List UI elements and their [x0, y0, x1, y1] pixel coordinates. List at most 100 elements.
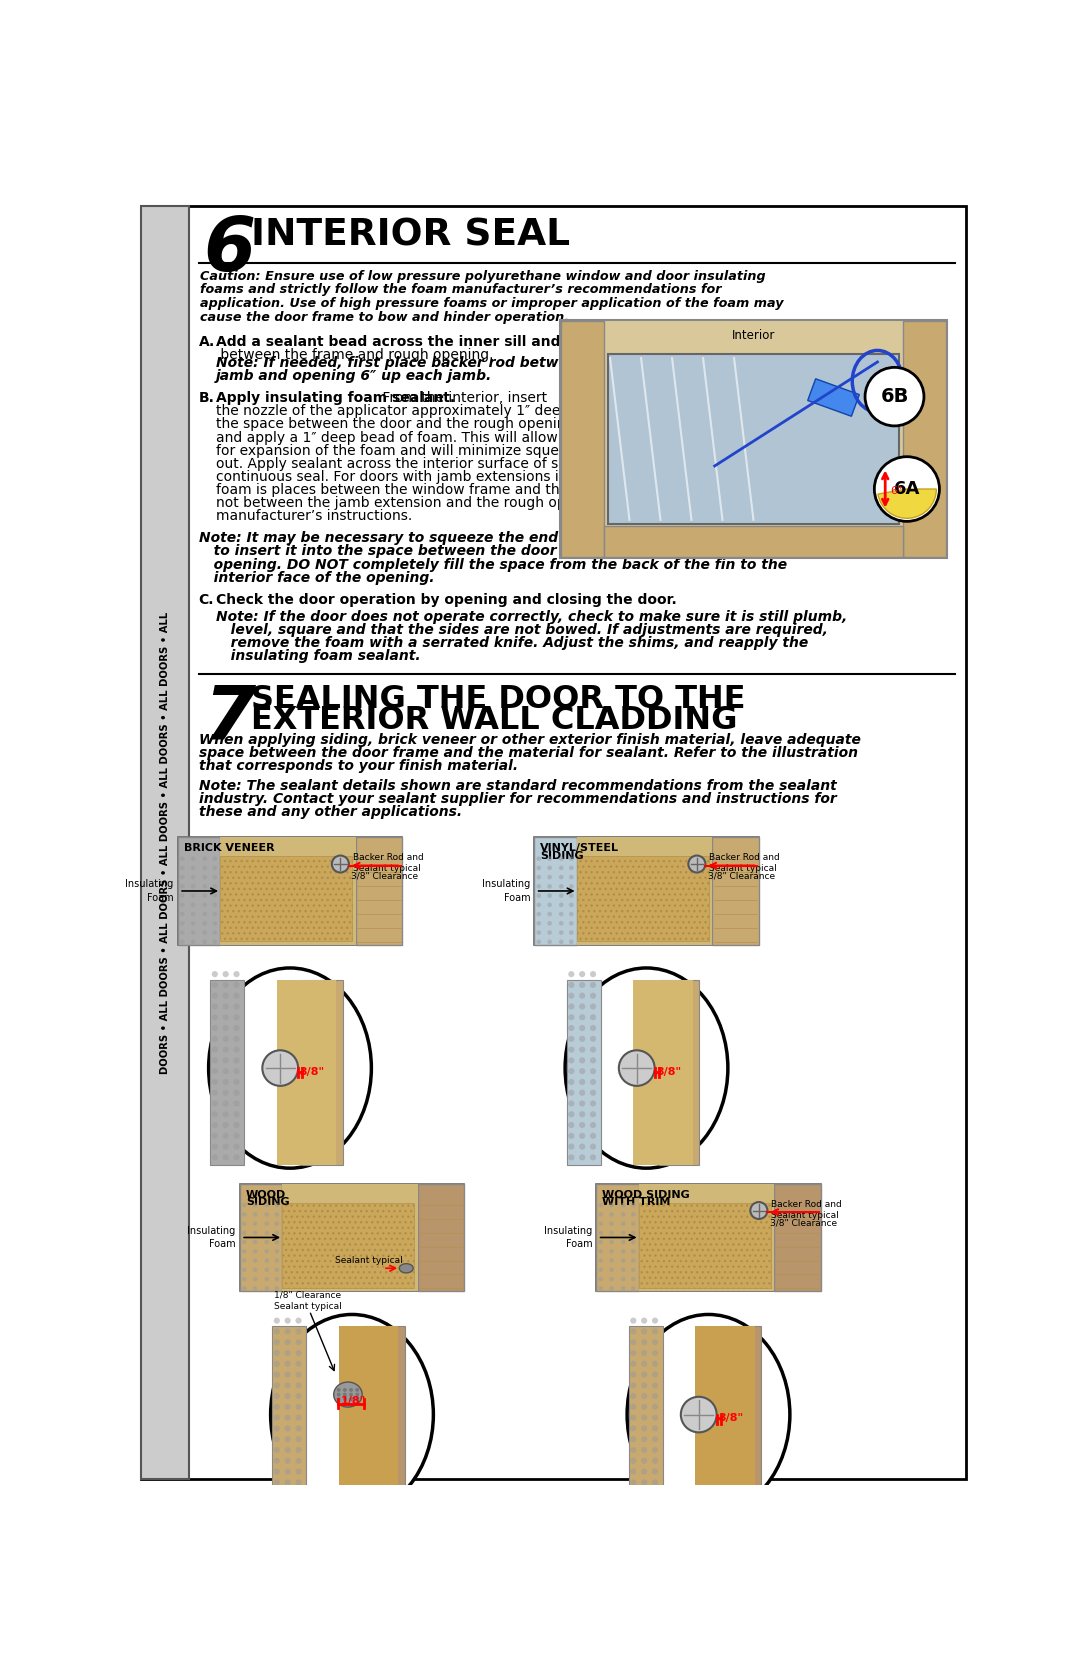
Circle shape	[598, 1203, 603, 1207]
Circle shape	[598, 1240, 603, 1245]
Circle shape	[212, 1025, 218, 1031]
Circle shape	[652, 1339, 658, 1345]
Text: opening. DO NOT completely fill the space from the back of the fin to the: opening. DO NOT completely fill the spac…	[199, 557, 786, 571]
Circle shape	[579, 1100, 585, 1107]
Circle shape	[652, 1479, 658, 1485]
Circle shape	[631, 1372, 636, 1377]
Circle shape	[609, 1230, 613, 1235]
Circle shape	[242, 1277, 246, 1282]
Circle shape	[296, 1394, 301, 1399]
Text: SIDING: SIDING	[540, 851, 584, 861]
Circle shape	[202, 911, 207, 916]
Text: Note: The sealant details shown are standard recommendations from the sealant: Note: The sealant details shown are stan…	[199, 778, 836, 793]
Circle shape	[212, 1056, 218, 1063]
Circle shape	[642, 1339, 647, 1345]
Bar	[903, 320, 946, 557]
Circle shape	[233, 1078, 240, 1085]
Text: 3/8" Clearance: 3/8" Clearance	[351, 871, 418, 881]
Circle shape	[233, 1046, 240, 1053]
Circle shape	[273, 1447, 280, 1454]
Circle shape	[284, 1425, 291, 1432]
Circle shape	[569, 875, 573, 880]
Circle shape	[253, 1222, 257, 1227]
Circle shape	[642, 1447, 647, 1454]
Circle shape	[568, 1155, 575, 1160]
Circle shape	[202, 866, 207, 870]
Circle shape	[568, 1036, 575, 1041]
Circle shape	[642, 1490, 647, 1495]
Circle shape	[631, 1329, 636, 1335]
Text: not between the jamb extension and the rough opening. Follow foam: not between the jamb extension and the r…	[216, 496, 697, 511]
Circle shape	[631, 1415, 636, 1420]
Circle shape	[273, 1415, 280, 1420]
Circle shape	[191, 856, 195, 861]
Bar	[567, 980, 600, 1165]
Text: WOOD SIDING: WOOD SIDING	[603, 1190, 690, 1200]
Circle shape	[212, 981, 218, 988]
Circle shape	[212, 1100, 218, 1107]
Circle shape	[296, 1350, 301, 1355]
Circle shape	[631, 1287, 636, 1290]
Bar	[220, 838, 356, 945]
Circle shape	[274, 1222, 279, 1227]
Circle shape	[222, 1155, 229, 1160]
Text: continuous seal. For doors with jamb extensions installed, ensure the: continuous seal. For doors with jamb ext…	[216, 469, 697, 484]
Circle shape	[590, 1046, 596, 1053]
Circle shape	[548, 911, 552, 916]
Circle shape	[222, 1122, 229, 1128]
Text: SEALING THE DOOR TO THE: SEALING THE DOOR TO THE	[252, 684, 746, 714]
Text: these and any other applications.: these and any other applications.	[199, 804, 461, 819]
Circle shape	[222, 1003, 229, 1010]
Circle shape	[242, 1287, 246, 1290]
Circle shape	[284, 1500, 291, 1507]
Circle shape	[296, 1404, 301, 1410]
Circle shape	[191, 875, 195, 880]
Circle shape	[598, 1277, 603, 1282]
Bar	[774, 1183, 821, 1292]
Circle shape	[568, 1003, 575, 1010]
Text: Sealant typical: Sealant typical	[274, 1302, 342, 1310]
Circle shape	[296, 1415, 301, 1420]
Bar	[596, 1183, 821, 1292]
Circle shape	[284, 1350, 291, 1355]
Bar	[276, 980, 336, 1165]
Circle shape	[631, 1490, 636, 1495]
Circle shape	[642, 1500, 647, 1507]
Bar	[364, 1327, 405, 1512]
Circle shape	[273, 1350, 280, 1355]
Circle shape	[191, 921, 195, 926]
Circle shape	[875, 457, 940, 521]
Circle shape	[342, 1397, 347, 1400]
Circle shape	[212, 1046, 218, 1053]
Text: Insulating
Foam: Insulating Foam	[188, 1225, 235, 1248]
Circle shape	[569, 885, 573, 888]
Circle shape	[548, 921, 552, 926]
Circle shape	[548, 866, 552, 870]
Circle shape	[568, 1056, 575, 1063]
Circle shape	[537, 893, 541, 898]
Circle shape	[609, 1203, 613, 1207]
Circle shape	[273, 1404, 280, 1410]
Circle shape	[191, 940, 195, 945]
Circle shape	[598, 1222, 603, 1227]
Circle shape	[212, 1122, 218, 1128]
Text: DOORS • ALL DOORS • ALL DOORS • ALL DOORS • ALL DOORS • ALL DOORS • ALL: DOORS • ALL DOORS • ALL DOORS • ALL DOOR…	[160, 611, 171, 1073]
Circle shape	[253, 1240, 257, 1245]
Bar	[240, 1275, 464, 1292]
Text: Interior: Interior	[732, 329, 775, 342]
Circle shape	[568, 1068, 575, 1075]
Circle shape	[642, 1415, 647, 1420]
Bar	[220, 856, 352, 941]
Circle shape	[631, 1457, 636, 1464]
Circle shape	[642, 1317, 647, 1324]
Circle shape	[273, 1317, 280, 1324]
Circle shape	[579, 1133, 585, 1138]
Ellipse shape	[334, 1382, 362, 1407]
Circle shape	[273, 1469, 280, 1475]
Bar	[282, 1203, 414, 1287]
Circle shape	[598, 1212, 603, 1217]
Circle shape	[212, 1003, 218, 1010]
Circle shape	[273, 1372, 280, 1377]
Circle shape	[191, 903, 195, 908]
Circle shape	[274, 1248, 279, 1253]
